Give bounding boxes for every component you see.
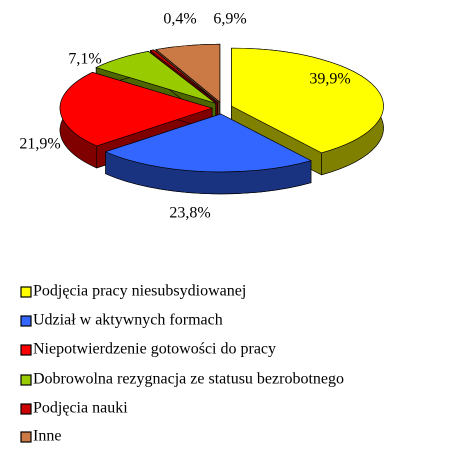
slice-side xyxy=(104,113,312,195)
legend-swatch xyxy=(20,403,32,415)
legend-label: Dobrowolna rezygnacja ze statusu bezrobo… xyxy=(33,371,344,388)
data-label: 0,4% xyxy=(163,11,196,28)
legend-swatch xyxy=(20,315,32,327)
data-label: 23,8% xyxy=(169,205,210,222)
slice xyxy=(155,43,221,103)
legend-label: Udział w aktywnych formach xyxy=(33,312,223,329)
slice xyxy=(95,51,216,104)
slice-side xyxy=(231,47,384,176)
legend-swatch xyxy=(20,286,32,298)
legend-swatch xyxy=(20,431,32,443)
legend-label: Inne xyxy=(33,428,61,445)
data-label: 39,9% xyxy=(309,71,350,88)
slice xyxy=(231,47,384,154)
legend-label: Podjęcia pracy niesubsydiowanej xyxy=(33,283,246,300)
data-label: 6,9% xyxy=(213,11,246,28)
legend-swatch xyxy=(20,344,32,356)
data-label: 21,9% xyxy=(19,136,60,153)
slice xyxy=(149,49,218,103)
data-label: 7,1% xyxy=(68,51,101,68)
legend-label: Podjęcia nauki xyxy=(33,400,128,417)
slice xyxy=(59,71,214,147)
legend-label: Niepotwierdzenie gotowości do pracy xyxy=(33,341,276,358)
legend-swatch xyxy=(20,374,32,386)
slice xyxy=(104,113,312,173)
